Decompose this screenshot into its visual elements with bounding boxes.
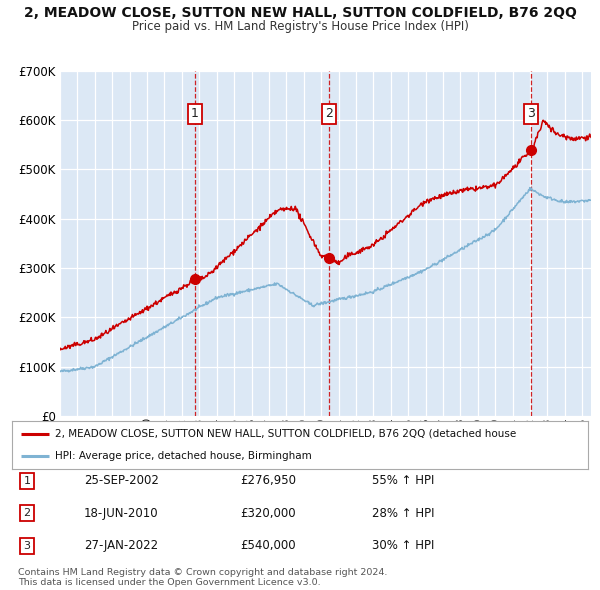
Text: 18-JUN-2010: 18-JUN-2010 [84,507,158,520]
Text: 1: 1 [191,107,199,120]
Text: 2, MEADOW CLOSE, SUTTON NEW HALL, SUTTON COLDFIELD, B76 2QQ (detached house: 2, MEADOW CLOSE, SUTTON NEW HALL, SUTTON… [55,429,517,439]
Text: Price paid vs. HM Land Registry's House Price Index (HPI): Price paid vs. HM Land Registry's House … [131,20,469,33]
Text: HPI: Average price, detached house, Birmingham: HPI: Average price, detached house, Birm… [55,451,312,461]
Text: 1: 1 [23,476,31,486]
Text: 2: 2 [23,509,31,518]
Text: 2, MEADOW CLOSE, SUTTON NEW HALL, SUTTON COLDFIELD, B76 2QQ: 2, MEADOW CLOSE, SUTTON NEW HALL, SUTTON… [23,6,577,20]
Text: £320,000: £320,000 [240,507,296,520]
Text: Contains HM Land Registry data © Crown copyright and database right 2024.: Contains HM Land Registry data © Crown c… [18,568,388,576]
Text: 28% ↑ HPI: 28% ↑ HPI [372,507,434,520]
Text: 25-SEP-2002: 25-SEP-2002 [84,474,159,487]
Text: 2: 2 [325,107,333,120]
Text: 30% ↑ HPI: 30% ↑ HPI [372,539,434,552]
Text: 55% ↑ HPI: 55% ↑ HPI [372,474,434,487]
Text: This data is licensed under the Open Government Licence v3.0.: This data is licensed under the Open Gov… [18,578,320,587]
Text: £540,000: £540,000 [240,539,296,552]
Text: 3: 3 [527,107,535,120]
Text: 27-JAN-2022: 27-JAN-2022 [84,539,158,552]
Text: £276,950: £276,950 [240,474,296,487]
Text: 3: 3 [23,541,31,550]
